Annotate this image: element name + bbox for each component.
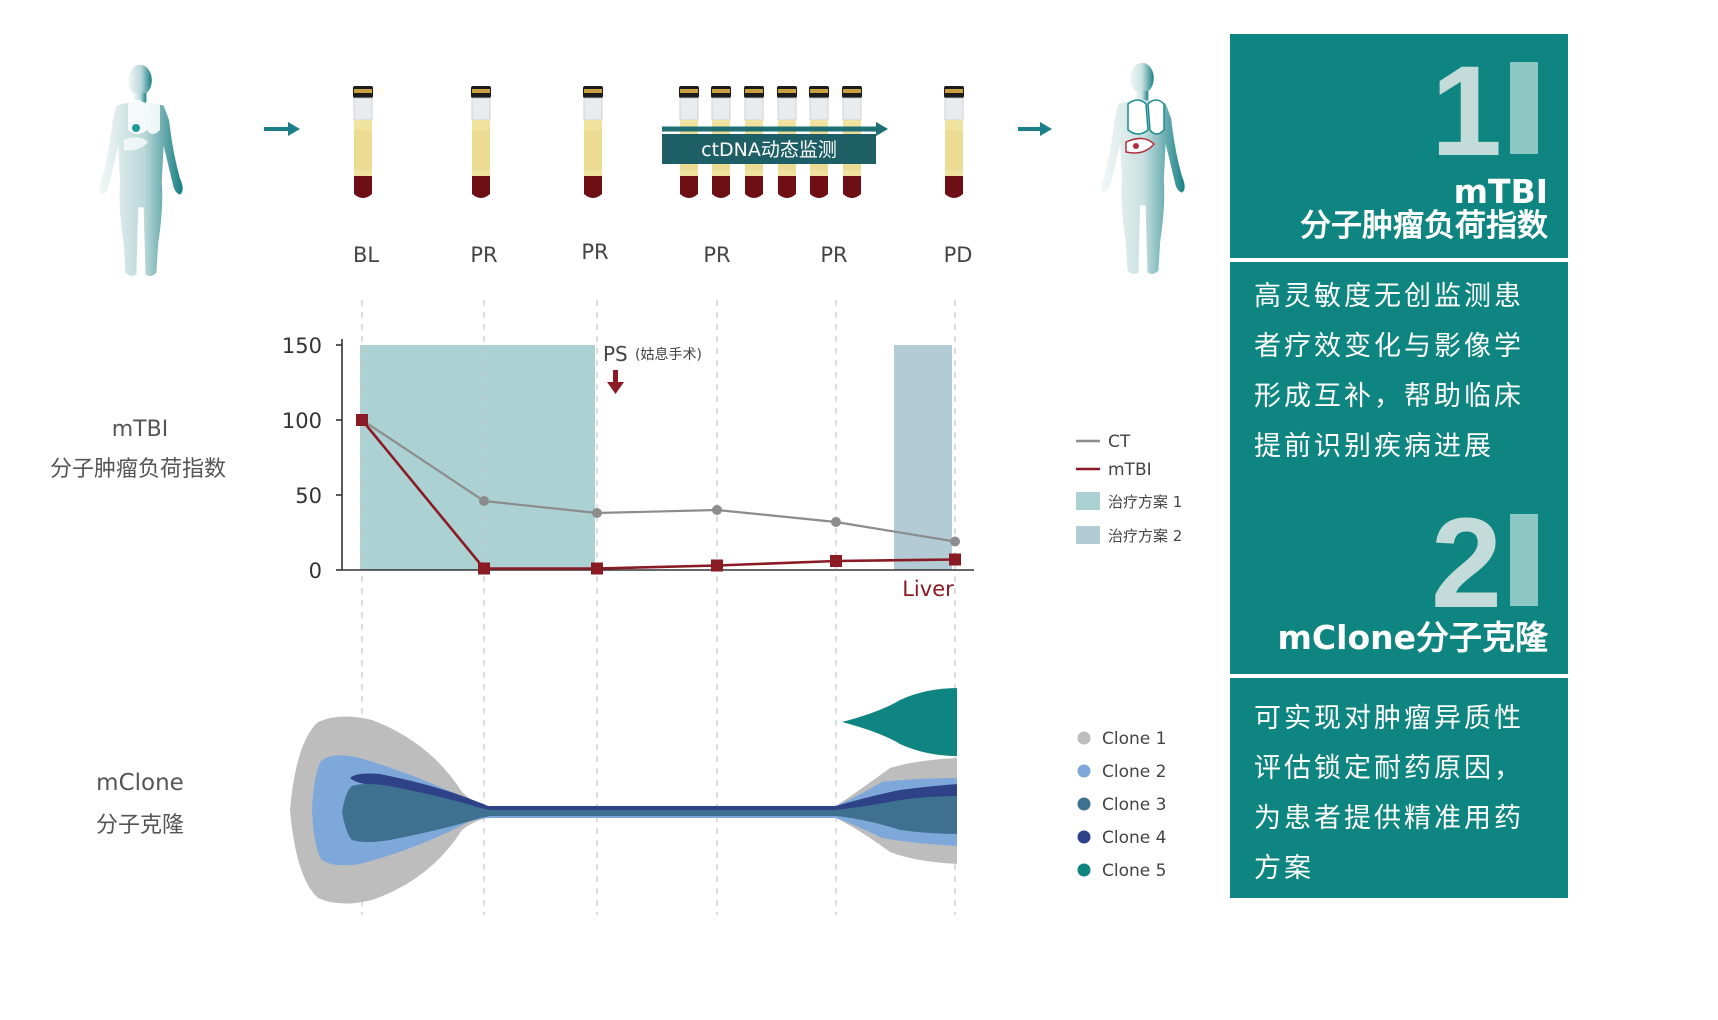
ctdna-monitor-banner: ctDNA动态监测	[662, 122, 888, 164]
panel-number-2: 2	[1431, 500, 1538, 628]
stage-label: PD	[944, 243, 973, 267]
panel-number-1: 1	[1431, 48, 1538, 176]
panel-title-mclone: mClone分子克隆	[1277, 618, 1548, 657]
chart-legend: CT mTBI 治疗方案 1 治疗方案 2	[1076, 432, 1182, 545]
clone-legend-label: Clone 4	[1102, 828, 1166, 848]
data-point-mtbi	[711, 559, 723, 572]
blood-tube-icon	[470, 85, 492, 199]
info-panel-mtbi: 1 mTBI 分子肿瘤负荷指数	[1230, 34, 1568, 258]
panel-description-mtbi: 高灵敏度无创监测患者疗效变化与影像学形成互补，帮助临床提前识别疾病进展	[1254, 281, 1524, 462]
info-panel-mtbi-desc: 高灵敏度无创监测患者疗效变化与影像学形成互补，帮助临床提前识别疾病进展 2 mC…	[1230, 262, 1568, 674]
down-arrow-icon	[607, 370, 624, 394]
stage-label: PR	[703, 243, 730, 267]
stage-label: BL	[353, 243, 379, 267]
blood-tube-icon	[352, 85, 374, 199]
stage-label: PR	[820, 243, 847, 267]
clone-5-layer	[842, 688, 958, 756]
info-panel-mclone-desc: 可实现对肿瘤异质性评估锁定耐药原因，为患者提供精准用药方案	[1230, 678, 1568, 898]
clone-legend-label: Clone 5	[1102, 861, 1166, 881]
clone-legend-dot	[1077, 731, 1091, 745]
clone-legend-dot	[1077, 797, 1091, 811]
blood-tube-icon	[943, 85, 965, 199]
data-point-ct	[712, 505, 722, 515]
panel-divider	[1230, 258, 1568, 262]
clone-legend-label: Clone 3	[1102, 795, 1166, 815]
ctdna-monitor-label: ctDNA动态监测	[701, 139, 837, 161]
ps-label: PS	[603, 342, 628, 366]
panel-title-mtbi: mTBI	[1453, 172, 1548, 211]
clone-legend-dot	[1077, 764, 1091, 778]
y-tick-label: 0	[309, 559, 322, 583]
data-point-mtbi	[356, 414, 368, 426]
y-tick-label: 50	[295, 484, 322, 508]
clone-stream-graph	[290, 686, 959, 904]
clone-legend-label: Clone 2	[1102, 762, 1166, 782]
data-point-ct	[479, 496, 489, 506]
legend-swatch	[1076, 526, 1100, 544]
patient-figure-right-icon	[1101, 62, 1185, 275]
data-point-ct	[950, 536, 960, 547]
panel-divider	[1230, 674, 1568, 678]
legend-swatch	[1076, 492, 1100, 510]
stage-label: PR	[470, 243, 497, 267]
legend-label: 治疗方案 2	[1108, 527, 1182, 545]
legend-label: CT	[1108, 432, 1131, 452]
stage-labels: BL PR PR PR PR PD	[353, 240, 972, 267]
panel-description-mclone: 可实现对肿瘤异质性评估锁定耐药原因，为患者提供精准用药方案	[1254, 703, 1524, 884]
data-point-mtbi	[591, 562, 603, 575]
mtbi-line-chart: 0 50 100 150 PS (姑息手术) Liver	[282, 300, 974, 915]
clone-legend: Clone 1 Clone 2 Clone 3 Clone 4 Clone 5	[1077, 729, 1166, 881]
mclone-section-subtitle: 分子克隆	[96, 813, 184, 838]
data-point-mtbi	[949, 553, 961, 566]
clone-3-layer	[342, 784, 958, 842]
clone-legend-label: Clone 1	[1102, 729, 1166, 749]
y-tick-label: 100	[282, 409, 322, 433]
mtbi-section-title: mTBI	[112, 417, 168, 442]
series-line-mtbi	[360, 419, 956, 570]
y-tick-label: 150	[282, 334, 322, 358]
stage-label: PR	[581, 240, 608, 264]
clone-legend-dot	[1077, 830, 1091, 844]
data-point-mtbi	[478, 562, 490, 575]
legend-label: 治疗方案 1	[1108, 493, 1182, 511]
treatment-band-1	[360, 345, 595, 570]
clone-legend-dot	[1077, 863, 1091, 877]
mtbi-section-subtitle: 分子肿瘤负荷指数	[50, 457, 226, 482]
series-line-ct	[361, 419, 956, 543]
data-point-ct	[592, 508, 602, 518]
left-labels: mTBI 分子肿瘤负荷指数 mClone 分子克隆	[50, 417, 226, 838]
mclone-section-title: mClone	[96, 770, 184, 796]
chart-annotations: PS (姑息手术) Liver	[603, 342, 954, 601]
patient-figure-left-icon	[99, 64, 183, 277]
flow-arrow-icon	[264, 122, 300, 136]
data-point-mtbi	[830, 555, 842, 567]
data-point-ct	[831, 517, 841, 527]
ps-note: (姑息手术)	[635, 346, 702, 363]
legend-label: mTBI	[1108, 460, 1152, 480]
flow-arrow-icon	[1018, 122, 1052, 136]
liver-label: Liver	[902, 577, 954, 601]
panel-subtitle-mtbi: 分子肿瘤负荷指数	[1300, 208, 1548, 244]
blood-tube-icon	[582, 85, 604, 199]
